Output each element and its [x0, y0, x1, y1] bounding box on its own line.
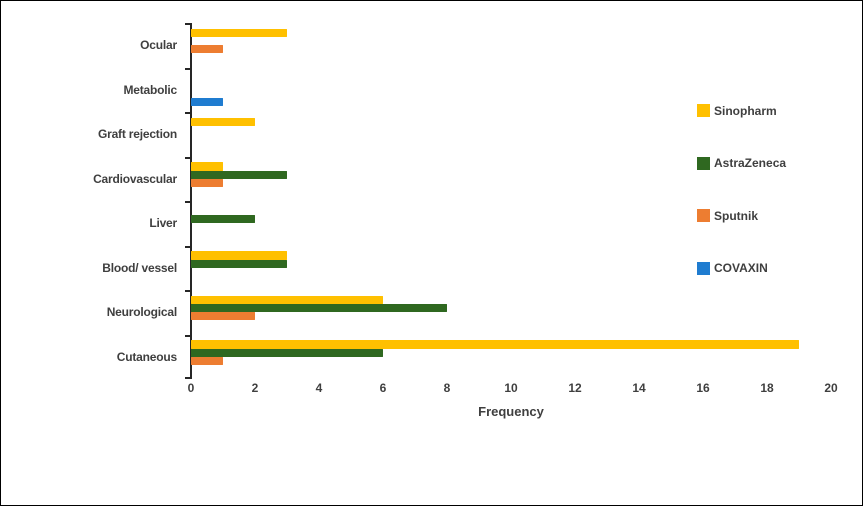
x-axis-title: Frequency [478, 404, 544, 419]
x-axis-tick-label: 14 [632, 381, 646, 395]
category-label: Blood/ vessel [102, 260, 177, 275]
category-label: Liver [149, 216, 177, 231]
bar-sputnik-cardiovascular [191, 178, 223, 187]
bar-astrazeneca-cardiovascular [191, 170, 287, 179]
bar-sinopharm-graft-rejection [191, 117, 255, 127]
legend-item-sinopharm: Sinopharm [697, 103, 777, 118]
bar-sputnik-neurological [191, 312, 255, 321]
bar-sinopharm-cutaneous [191, 340, 799, 349]
x-axis-tick-label: 6 [379, 381, 387, 395]
category-label: Cutaneous [116, 349, 177, 364]
category-label: Cardiovascular [93, 171, 177, 186]
bar-sputnik-ocular [191, 45, 223, 54]
y-axis-tick-mark [185, 112, 191, 114]
bar-sinopharm-cardiovascular [191, 162, 223, 171]
category-label: Ocular [140, 38, 177, 53]
y-axis-tick-mark [185, 201, 191, 203]
bar-sputnik-cutaneous [191, 356, 223, 365]
x-axis-tick-label: 16 [696, 381, 710, 395]
legend-label: Sinopharm [714, 103, 777, 118]
category-label: Neurological [106, 305, 177, 320]
legend-label: Sputnik [714, 208, 758, 223]
legend-swatch-icon [697, 156, 710, 170]
legend-item-covaxin: COVAXIN [697, 261, 768, 276]
y-axis-line [190, 23, 192, 379]
x-axis-tick-label: 12 [568, 381, 582, 395]
plot-area [185, 23, 831, 379]
x-axis-tick-label: 0 [187, 381, 195, 395]
legend-item-astrazeneca: AstraZeneca [697, 156, 786, 171]
bar-astrazeneca-cutaneous [191, 348, 383, 357]
x-axis-tick-label: 4 [315, 381, 323, 395]
y-axis-tick-mark [185, 377, 191, 379]
legend-swatch-icon [697, 209, 710, 222]
bar-astrazeneca-blood-vessel [191, 259, 287, 268]
x-axis-tick-label: 18 [760, 381, 774, 395]
bar-covaxin-metabolic [191, 97, 223, 107]
y-axis-tick-mark [185, 23, 191, 25]
y-axis-tick-mark [185, 156, 191, 159]
legend-label: COVAXIN [714, 261, 768, 275]
category-label: Metabolic [123, 82, 177, 97]
legend-label: AstraZeneca [714, 156, 787, 170]
y-axis-tick-mark [185, 334, 191, 337]
x-axis-tick-label: 20 [824, 381, 838, 395]
bar-astrazeneca-neurological [191, 304, 447, 313]
legend-item-sputnik: Sputnik [697, 208, 758, 223]
y-axis-tick-mark [185, 290, 191, 292]
category-label: Graft rejection [97, 127, 177, 142]
bar-astrazeneca-liver [191, 215, 255, 224]
x-axis-tick-label: 10 [504, 381, 518, 395]
y-axis-tick-mark [185, 245, 191, 248]
legend-swatch-icon [697, 104, 710, 117]
legend-swatch-icon [697, 261, 710, 275]
bar-sinopharm-neurological [191, 295, 383, 305]
bar-sinopharm-blood-vessel [191, 251, 287, 260]
x-axis-tick-label: 8 [443, 381, 451, 395]
x-axis-tick-label: 2 [251, 381, 259, 395]
y-axis-tick-mark [185, 67, 191, 70]
bar-sinopharm-ocular [191, 28, 287, 38]
